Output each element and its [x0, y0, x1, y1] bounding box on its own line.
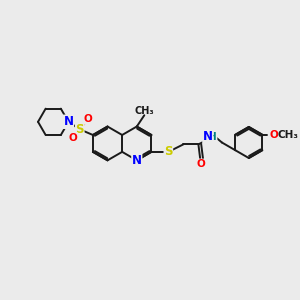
- Text: S: S: [164, 146, 172, 158]
- Text: CH₃: CH₃: [277, 130, 298, 140]
- Text: O: O: [69, 133, 77, 143]
- Text: H: H: [208, 132, 217, 142]
- Text: N: N: [64, 115, 74, 128]
- Text: N: N: [203, 130, 213, 143]
- Text: O: O: [197, 159, 206, 169]
- Text: O: O: [84, 114, 93, 124]
- Text: CH₃: CH₃: [134, 106, 154, 116]
- Text: N: N: [132, 154, 142, 167]
- Text: O: O: [270, 130, 278, 140]
- Text: N: N: [64, 115, 74, 128]
- Text: S: S: [76, 123, 84, 136]
